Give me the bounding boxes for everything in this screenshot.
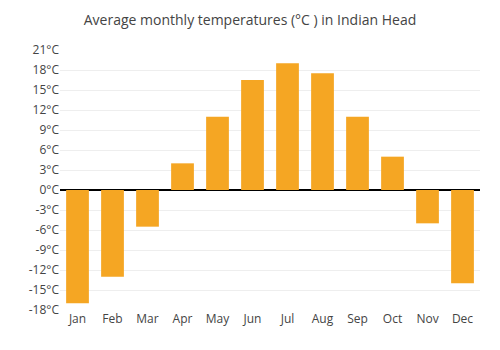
svg-text:6°C: 6°C bbox=[39, 141, 59, 158]
svg-text:-3°C: -3°C bbox=[36, 201, 60, 218]
svg-text:12°C: 12°C bbox=[33, 101, 60, 118]
svg-text:9°C: 9°C bbox=[39, 121, 59, 138]
svg-text:Dec: Dec bbox=[452, 310, 473, 327]
svg-text:Aug: Aug bbox=[312, 310, 334, 327]
svg-text:3°C: 3°C bbox=[39, 161, 59, 178]
svg-text:Oct: Oct bbox=[383, 310, 402, 327]
svg-text:Mar: Mar bbox=[136, 310, 158, 327]
svg-text:-12°C: -12°C bbox=[29, 261, 60, 278]
svg-text:-6°C: -6°C bbox=[36, 221, 60, 238]
svg-text:Nov: Nov bbox=[416, 310, 438, 327]
svg-text:0°C: 0°C bbox=[39, 181, 59, 198]
svg-text:18°C: 18°C bbox=[33, 61, 60, 78]
svg-text:-15°C: -15°C bbox=[29, 281, 60, 298]
svg-text:Jan: Jan bbox=[68, 310, 86, 327]
svg-text:Average monthly temperatures (: Average monthly temperatures (°C ) in In… bbox=[84, 10, 416, 29]
svg-text:Feb: Feb bbox=[102, 310, 122, 327]
svg-text:Apr: Apr bbox=[173, 310, 193, 327]
svg-text:May: May bbox=[206, 310, 230, 327]
svg-text:-9°C: -9°C bbox=[36, 241, 60, 258]
svg-text:Jun: Jun bbox=[243, 310, 262, 327]
svg-text:21°C: 21°C bbox=[33, 41, 60, 58]
svg-text:15°C: 15°C bbox=[33, 81, 60, 98]
svg-text:Jul: Jul bbox=[280, 310, 295, 327]
svg-text:-18°C: -18°C bbox=[29, 301, 60, 318]
svg-text:Sep: Sep bbox=[347, 310, 368, 327]
